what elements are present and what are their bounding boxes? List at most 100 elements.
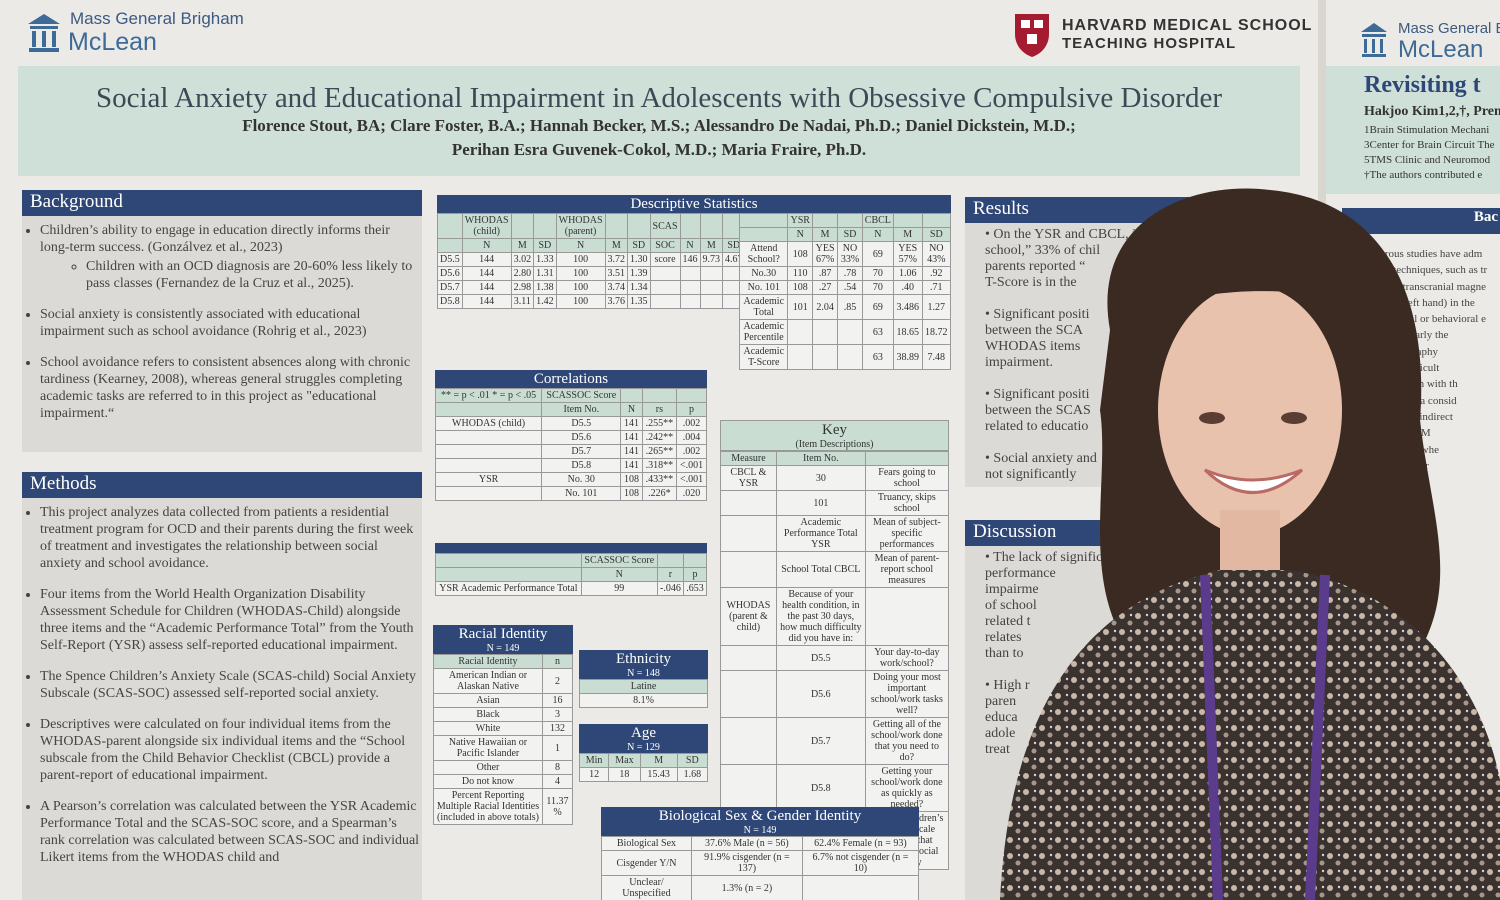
table-cell: D5.6 <box>775 670 866 718</box>
table-cell: Native Hawaiian or Pacific Islander <box>433 735 543 761</box>
section-heading: Background <box>22 190 422 216</box>
table-cell: 70 <box>861 280 894 295</box>
table-cell <box>656 553 685 568</box>
authors: Perihan Esra Guvenek-Cokol, M.D.; Maria … <box>451 140 867 159</box>
table-cell: N <box>580 567 658 582</box>
table-row: D5.8 144 3.11 1.42 100 3.76 1.35 <box>437 294 746 309</box>
table-cell: Academic Total <box>738 294 789 320</box>
table-cell: score <box>649 252 681 267</box>
face <box>1158 285 1342 535</box>
bullet: Children’s ability to engage in educatio… <box>40 222 422 292</box>
table-cell: 1 <box>541 735 574 761</box>
mclean-logo <box>28 14 60 52</box>
person <box>1000 188 1500 900</box>
text-line: †The authors contributed e <box>1364 169 1483 181</box>
table-cell <box>434 486 543 501</box>
table: Min Max M SD 12 18 15.43 1.68 <box>578 753 709 782</box>
text-line: 5TMS Clinic and Neuromod <box>1364 154 1491 166</box>
table-cell: N <box>679 238 701 253</box>
org-logo-text: McLean <box>1398 36 1484 63</box>
table-cell: M <box>639 753 678 768</box>
bullet-line: paren <box>985 694 1017 709</box>
table-row: Academic T-Score 63 38.89 7.48 <box>738 344 952 370</box>
table-cell: 144 <box>461 266 512 281</box>
table-row: Percent Reporting Multiple Racial Identi… <box>433 788 574 825</box>
table-row: No. 101 108.226* .020 <box>434 486 707 501</box>
table-row: D5.5 144 3.02 1.33 100 3.72 1.30 score 146 9.73 4.… <box>437 252 746 267</box>
table-cell: 144 <box>461 294 512 309</box>
table-cell <box>437 213 463 239</box>
table-cell: 62.4% Female (n = 93) <box>801 836 920 851</box>
bullet: • Significant positi between the SCAS rela… <box>985 387 1205 435</box>
table-cell: Measure <box>720 451 777 466</box>
bullet: Descriptives were calculated on four ind… <box>40 716 422 784</box>
table-cell <box>811 344 839 370</box>
table-cell: Getting all of the school/work done that… <box>864 717 950 765</box>
table-cell: YSR Academic Performance Total <box>435 581 582 596</box>
methods-section: Methods This project analyzes data collec… <box>22 472 422 900</box>
table-cell: N <box>861 227 894 242</box>
table-row: No.30 110.87.78 70 1.06.92 <box>738 266 952 281</box>
table-cell: SD <box>837 227 863 242</box>
age-table: Age N = 129 Min Max M SD 12 18 15.43 1.68 <box>578 724 709 782</box>
table-cell: 3.51 <box>604 266 629 281</box>
table-cell <box>699 280 724 295</box>
bullet-line: performance <box>985 566 1056 581</box>
table-cell: 3.72 <box>604 252 629 267</box>
table-heading: Racial Identity <box>458 626 548 642</box>
table-row: YSR No. 30 108.433** <.001 <box>434 472 707 487</box>
table-heading: Key <box>822 422 847 438</box>
table-cell <box>604 213 629 239</box>
table-cell: D5.7 <box>541 444 622 459</box>
table-cell: WHODAS (child) <box>434 416 543 431</box>
table-cell: Academic Percentile <box>738 319 789 345</box>
table-cell: SD <box>533 238 557 253</box>
table-cell: .002 <box>676 416 707 431</box>
table-cell: 7.48 <box>921 344 952 370</box>
table-cell <box>720 490 777 516</box>
bullet-line: school,” 33% of chil <box>985 243 1101 258</box>
table-cell: Item No. <box>775 451 866 466</box>
table-row: Do not know 4 <box>433 774 574 789</box>
bullet-line: • High r <box>985 678 1030 693</box>
org-logo-text: McLean <box>68 28 157 56</box>
sample-size: N = 149 <box>486 643 520 654</box>
table-cell: .78 <box>837 266 863 281</box>
table-cell: Do not know <box>433 774 543 789</box>
poster-title: Social Anxiety and Educational Impairmen… <box>96 82 1222 114</box>
table-cell: 100 <box>555 266 606 281</box>
table-cell: M <box>510 238 535 253</box>
table-row: Asian 16 <box>433 693 574 708</box>
table-cell: Max <box>608 753 641 768</box>
table-cell: 30 <box>775 465 866 491</box>
table-cell: M <box>604 238 629 253</box>
table-cell: D5.6 <box>541 430 622 445</box>
table-cell: 100 <box>555 252 606 267</box>
table-cell: D5.7 <box>437 280 463 295</box>
bullet: The Spence Children’s Anxiety Scale (SCA… <box>40 668 422 702</box>
table-row: YSR Academic Performance Total 99 -.046.65… <box>435 581 707 596</box>
correlations-table: Correlations ** = p < .01 * = p < .05 SCAS… <box>434 370 707 501</box>
table-cell: 37.6% Male (n = 56) <box>690 836 803 851</box>
text-line: Numerous studies have adm <box>1358 248 1483 260</box>
table-row: WHODAS (parent & child) Because of your h… <box>720 587 950 646</box>
table-cell: 1.42 <box>533 294 557 309</box>
table-cell <box>510 213 535 239</box>
table-cell: p <box>683 567 707 582</box>
sample-size: N = 148 <box>627 668 660 679</box>
table-cell <box>720 515 777 552</box>
table-cell: 2 <box>541 668 574 694</box>
section-heading: Methods <box>22 472 422 498</box>
table-cell <box>720 717 777 765</box>
table-cell: Getting your school/work done as quickly… <box>864 764 950 812</box>
bullet-line: treat <box>985 742 1010 757</box>
table-row: Cisgender Y/N 91.9% cisgender (n = 137) 6.… <box>601 850 920 876</box>
table-cell: WHODAS (parent & child) <box>720 587 777 646</box>
bullet: • On the YSR and CBCL, i school,” 33% of … <box>985 227 1205 291</box>
bullet-line: of school <box>985 598 1037 613</box>
table-cell: Percent Reporting Multiple Racial Identi… <box>433 788 543 825</box>
table-cell: .40 <box>892 280 923 295</box>
table-cell: No. 101 <box>738 280 789 295</box>
table-cell: SCASSOC Score <box>580 553 658 568</box>
section-heading: Bac <box>1342 208 1500 234</box>
